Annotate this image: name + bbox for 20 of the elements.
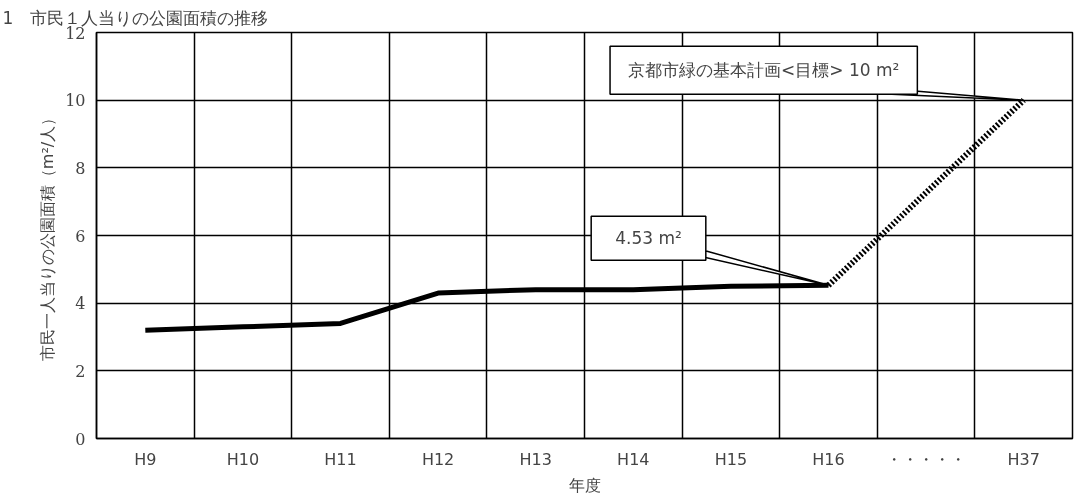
x-tick-label: H12	[421, 449, 455, 469]
x-tick-label: H9	[134, 449, 157, 469]
y-axis-title: 市民一人当りの公園面積（m²/人）	[38, 109, 58, 362]
x-tick-label: H13	[519, 449, 552, 469]
y-tick-label: 6	[75, 226, 86, 246]
x-tick-label: H10	[226, 449, 260, 469]
y-tick-label: 0	[75, 429, 86, 449]
y-tick-label: 8	[75, 158, 86, 178]
x-tick-label: H15	[714, 449, 748, 469]
x-tick-label: H14	[617, 449, 650, 469]
annotation: 4.53 m²	[615, 228, 682, 249]
annotation: 京都市緑の基本計画<目標> 10 m²	[628, 60, 900, 81]
x-tick-label: H11	[324, 449, 357, 469]
x-axis-title: 年度	[568, 475, 601, 495]
x-tick-label: ・・・・・	[886, 449, 967, 469]
x-tick-label: H37	[1007, 449, 1040, 469]
y-tick-label: 4	[75, 294, 86, 314]
x-tick-label: H16	[812, 449, 845, 469]
y-tick-label: 2	[75, 361, 86, 381]
y-tick-label: 10	[65, 91, 86, 111]
